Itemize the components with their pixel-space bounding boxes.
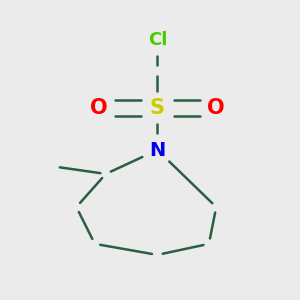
Text: O: O bbox=[207, 98, 225, 118]
Text: N: N bbox=[149, 140, 166, 160]
Text: O: O bbox=[90, 98, 107, 118]
Text: Cl: Cl bbox=[148, 31, 167, 49]
Text: S: S bbox=[150, 98, 165, 118]
